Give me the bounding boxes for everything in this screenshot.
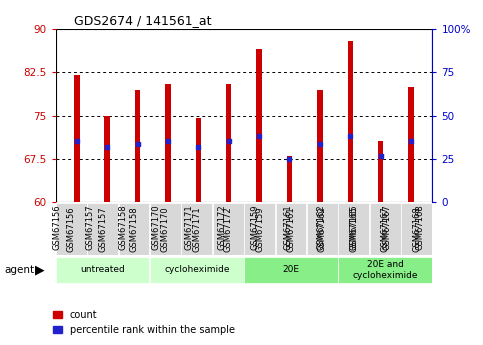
- Text: GSM67157: GSM67157: [85, 205, 94, 250]
- Point: [316, 141, 324, 147]
- Text: GSM67167: GSM67167: [381, 206, 390, 252]
- Point: [225, 139, 233, 144]
- Text: agent: agent: [5, 265, 35, 275]
- Bar: [276, 203, 306, 255]
- Text: cycloheximide: cycloheximide: [164, 265, 229, 275]
- Text: GSM67161: GSM67161: [284, 205, 292, 250]
- Bar: [244, 257, 338, 283]
- Text: GSM67165: GSM67165: [349, 205, 358, 250]
- Text: GSM67172: GSM67172: [217, 205, 227, 250]
- Bar: [378, 141, 384, 202]
- Text: GSM67157: GSM67157: [98, 206, 107, 252]
- Bar: [150, 203, 181, 255]
- Text: GSM67168: GSM67168: [412, 206, 421, 252]
- Text: ▶: ▶: [35, 264, 44, 276]
- Text: GSM67162: GSM67162: [318, 206, 327, 252]
- Point: [346, 133, 354, 138]
- Text: GSM67156: GSM67156: [52, 205, 61, 250]
- Bar: [401, 203, 432, 255]
- Text: GSM67167: GSM67167: [383, 205, 391, 250]
- Bar: [408, 87, 414, 202]
- Text: GSM67156: GSM67156: [67, 206, 76, 252]
- Point: [407, 139, 415, 144]
- Bar: [74, 75, 80, 202]
- Bar: [104, 116, 110, 202]
- Bar: [165, 84, 170, 202]
- Bar: [339, 257, 432, 283]
- Bar: [226, 84, 231, 202]
- Point: [377, 153, 384, 159]
- Text: GDS2674 / 141561_at: GDS2674 / 141561_at: [74, 14, 212, 27]
- Text: 20E: 20E: [283, 265, 299, 275]
- Text: GSM67172: GSM67172: [224, 206, 233, 252]
- Text: GSM67162: GSM67162: [316, 205, 326, 250]
- Point: [255, 133, 263, 138]
- Text: GSM67161: GSM67161: [286, 206, 296, 252]
- Bar: [56, 203, 86, 255]
- Bar: [56, 257, 149, 283]
- Text: GSM67171: GSM67171: [185, 205, 193, 250]
- Text: GSM67159: GSM67159: [255, 206, 264, 252]
- Point: [103, 145, 111, 150]
- Bar: [119, 203, 149, 255]
- Bar: [348, 41, 353, 202]
- Bar: [317, 90, 323, 202]
- Bar: [244, 203, 275, 255]
- Text: untreated: untreated: [80, 265, 125, 275]
- Point: [164, 139, 172, 144]
- Bar: [213, 203, 243, 255]
- Text: GSM67170: GSM67170: [151, 205, 160, 250]
- Bar: [256, 49, 262, 202]
- Bar: [87, 203, 118, 255]
- Text: GSM67168: GSM67168: [415, 205, 425, 250]
- Point: [134, 141, 142, 147]
- Text: GSM67165: GSM67165: [349, 206, 358, 252]
- Bar: [182, 203, 212, 255]
- Text: GSM67171: GSM67171: [192, 206, 201, 252]
- Bar: [370, 203, 400, 255]
- Bar: [287, 156, 292, 202]
- Point: [73, 139, 81, 144]
- Bar: [339, 203, 369, 255]
- Bar: [307, 203, 338, 255]
- Text: GSM67158: GSM67158: [129, 206, 139, 252]
- Text: GSM67159: GSM67159: [250, 205, 259, 250]
- Bar: [135, 90, 141, 202]
- Legend: count, percentile rank within the sample: count, percentile rank within the sample: [53, 310, 235, 335]
- Bar: [196, 118, 201, 202]
- Point: [285, 156, 293, 161]
- Point: [195, 145, 202, 150]
- Text: GSM67170: GSM67170: [161, 206, 170, 252]
- Text: 20E and
cycloheximide: 20E and cycloheximide: [353, 260, 418, 280]
- Text: GSM67158: GSM67158: [118, 205, 128, 250]
- Bar: [150, 257, 243, 283]
